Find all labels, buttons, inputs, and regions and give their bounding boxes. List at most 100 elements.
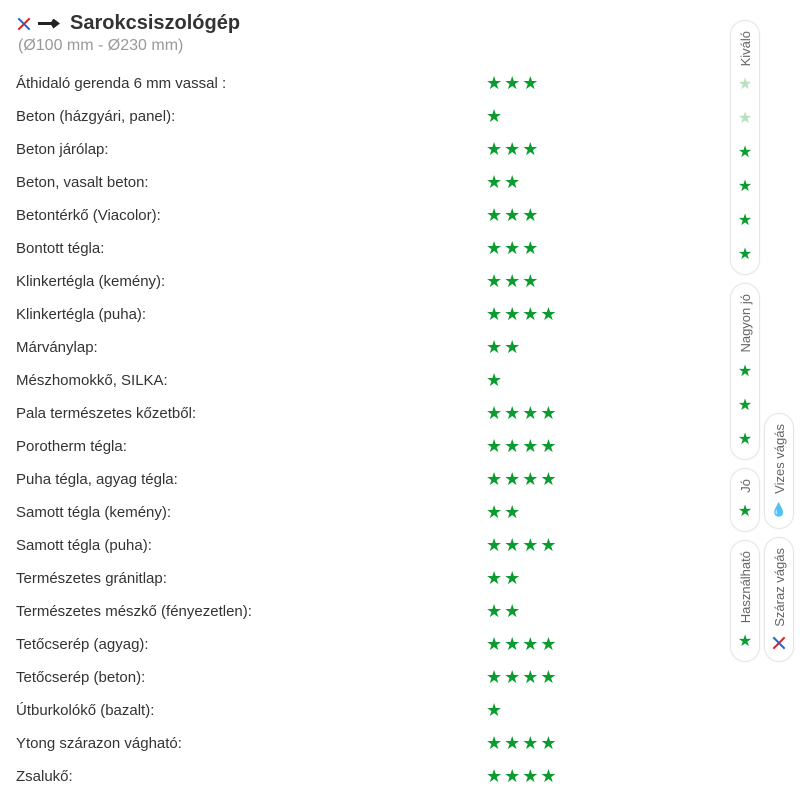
material-row: Tetőcserép (beton):★★★★: [16, 661, 784, 694]
star-rating: ★★: [486, 502, 520, 523]
material-label: Áthidaló gerenda 6 mm vassal :: [16, 75, 486, 92]
star-icon: ★: [522, 634, 538, 655]
legend-group: Használható ★: [730, 540, 760, 662]
star-icon: ★: [540, 304, 556, 325]
material-row: Mészhomokkő, SILKA:★: [16, 364, 784, 397]
legend-stars: ★ ★ ★: [738, 361, 752, 449]
star-icon: ★: [504, 634, 520, 655]
legend-group: Vizes vágás💧: [764, 413, 794, 529]
star-icon: ★: [522, 139, 538, 160]
material-label: Pala természetes kőzetből:: [16, 405, 486, 422]
star-icon: ★: [504, 667, 520, 688]
cross-icon: [16, 16, 32, 32]
star-rating: ★★: [486, 337, 520, 358]
material-label: Samott tégla (puha):: [16, 537, 486, 554]
material-row: Beton (házgyári, panel):★: [16, 100, 784, 133]
star-icon: ★: [504, 469, 520, 490]
star-icon: ★: [738, 361, 752, 381]
star-icon: ★: [522, 436, 538, 457]
star-icon: ★: [522, 205, 538, 226]
material-row: Áthidaló gerenda 6 mm vassal :★★★: [16, 67, 784, 100]
star-icon: ★: [486, 469, 502, 490]
material-label: Samott tégla (kemény):: [16, 504, 486, 521]
star-icon: ★: [504, 601, 520, 622]
star-icon: ★: [504, 568, 520, 589]
star-rating: ★★★★: [486, 469, 557, 490]
material-row: Samott tégla (puha):★★★★: [16, 529, 784, 562]
material-row: Tetőcserép (agyag):★★★★: [16, 628, 784, 661]
star-icon: ★: [486, 634, 502, 655]
legend-group: Száraz vágás: [764, 537, 794, 662]
material-label: Bontott tégla:: [16, 240, 486, 257]
star-rating: ★★★★: [486, 766, 557, 787]
star-icon: ★: [738, 74, 752, 94]
star-rating: ★: [486, 700, 502, 721]
legend-group: Nagyon jó★★★: [730, 283, 760, 460]
star-rating: ★★: [486, 568, 520, 589]
material-label: Beton járólap:: [16, 141, 486, 158]
star-icon: ★: [486, 304, 502, 325]
star-icon: ★: [738, 429, 752, 449]
star-icon: ★: [486, 205, 502, 226]
star-icon: ★: [738, 244, 752, 264]
material-row: Márványlap:★★: [16, 331, 784, 364]
star-rating: ★★★★: [486, 436, 557, 457]
star-icon: ★: [504, 172, 520, 193]
material-label: Természetes mészkő (fényezetlen):: [16, 603, 486, 620]
star-icon: ★: [522, 469, 538, 490]
star-icon: ★: [522, 535, 538, 556]
star-rating: ★★★: [486, 271, 538, 292]
star-icon: ★: [522, 733, 538, 754]
material-label: Márványlap:: [16, 339, 486, 356]
star-icon: ★: [486, 535, 502, 556]
star-icon: ★: [540, 766, 556, 787]
star-icon: ★: [486, 337, 502, 358]
star-icon: ★: [486, 436, 502, 457]
legend-label: Használható: [738, 551, 753, 623]
material-label: Betontérkő (Viacolor):: [16, 207, 486, 224]
legend-label: Kiváló: [738, 31, 753, 66]
star-icon: ★: [486, 568, 502, 589]
material-label: Porotherm tégla:: [16, 438, 486, 455]
star-icon: ★: [486, 106, 502, 127]
material-row: Betontérkő (Viacolor):★★★: [16, 199, 784, 232]
star-icon: ★: [486, 667, 502, 688]
material-row: Bontott tégla:★★★: [16, 232, 784, 265]
material-row: Pala természetes kőzetből:★★★★: [16, 397, 784, 430]
star-icon: ★: [522, 403, 538, 424]
star-icon: ★: [486, 271, 502, 292]
star-icon: ★: [486, 370, 502, 391]
material-label: Beton, vasalt beton:: [16, 174, 486, 191]
star-icon: ★: [522, 271, 538, 292]
star-rating: ★★★★: [486, 535, 557, 556]
material-label: Klinkertégla (puha):: [16, 306, 486, 323]
star-icon: ★: [504, 73, 520, 94]
star-icon: ★: [522, 304, 538, 325]
legend-stars: ★★★★★★: [738, 74, 752, 264]
star-icon: ★: [540, 403, 556, 424]
star-icon: ★: [504, 304, 520, 325]
star-icon: ★: [504, 139, 520, 160]
star-icon: ★: [504, 535, 520, 556]
legend-label: Jó: [738, 479, 753, 493]
star-rating: ★★★★: [486, 403, 557, 424]
header-icons: [16, 16, 60, 32]
material-row: Samott tégla (kemény):★★: [16, 496, 784, 529]
material-label: Beton (házgyári, panel):: [16, 108, 486, 125]
star-icon: ★: [738, 176, 752, 196]
material-label: Tetőcserép (agyag):: [16, 636, 486, 653]
material-row: Természetes gránitlap:★★: [16, 562, 784, 595]
star-icon: ★: [540, 634, 556, 655]
star-icon: ★: [504, 271, 520, 292]
legend-stars: ★: [738, 631, 752, 651]
star-icon: ★: [486, 601, 502, 622]
side-col-cutting: Vizes vágás💧 Száraz vágás: [764, 413, 794, 662]
material-row: Útburkolókő (bazalt):★: [16, 694, 784, 727]
star-rating: ★★: [486, 601, 520, 622]
star-icon: ★: [540, 667, 556, 688]
star-rating: ★★★: [486, 139, 538, 160]
star-icon: ★: [738, 395, 752, 415]
star-icon: ★: [486, 172, 502, 193]
star-icon: ★: [504, 205, 520, 226]
legend-stars: ★: [738, 501, 752, 521]
